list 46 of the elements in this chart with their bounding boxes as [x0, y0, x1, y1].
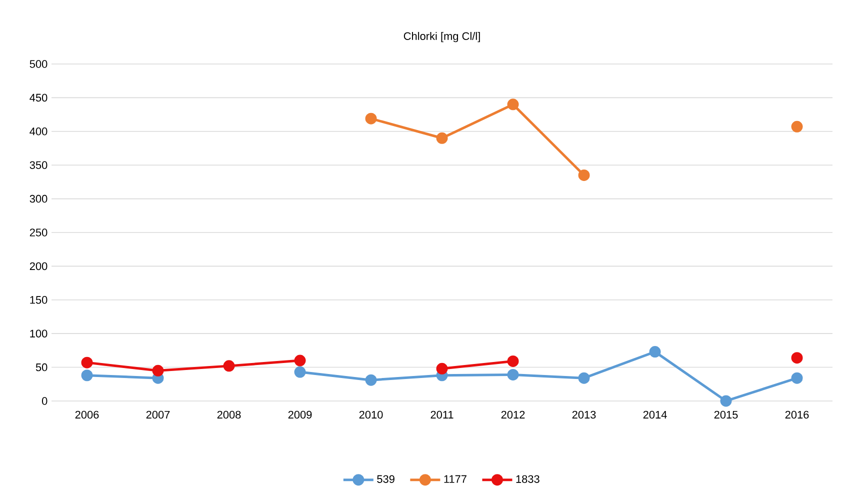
point — [436, 362, 448, 374]
legend-label: 1177 — [444, 475, 466, 483]
y-tick-label: 0 — [42, 397, 48, 405]
point — [365, 112, 377, 124]
point — [223, 360, 235, 372]
y-tick-label: 100 — [30, 330, 48, 338]
point — [507, 98, 519, 110]
y-tick-label: 300 — [30, 194, 48, 203]
point — [365, 374, 377, 386]
x-tick-label: 2008 — [217, 410, 241, 419]
chart-title: Chlorki [mg Cl/l] — [404, 32, 480, 42]
point — [791, 372, 803, 384]
y-tick-label: 400 — [30, 128, 48, 136]
x-tick-label: 2012 — [501, 410, 525, 419]
y-tick-label: 150 — [30, 296, 48, 304]
y-tick-label: 50 — [36, 363, 48, 372]
y-tick-label: 500 — [30, 60, 48, 68]
point — [436, 132, 448, 144]
x-tick-label: 2009 — [288, 410, 312, 419]
point — [791, 120, 803, 132]
legend-label: 1833 — [516, 475, 540, 483]
x-tick-label: 2007 — [146, 410, 170, 419]
point — [720, 395, 732, 407]
x-tick-label: 2015 — [714, 410, 738, 419]
point — [507, 368, 519, 380]
point — [81, 356, 93, 368]
point — [649, 346, 661, 358]
y-tick-label: 200 — [30, 262, 48, 270]
x-tick-label: 2014 — [643, 410, 667, 419]
point — [152, 364, 164, 376]
legend-label: 539 — [377, 475, 394, 483]
x-tick-label: 2011 — [430, 410, 454, 419]
point — [294, 366, 306, 378]
point — [791, 352, 803, 364]
point — [578, 372, 590, 384]
y-tick-label: 450 — [30, 94, 48, 102]
point — [507, 355, 519, 367]
x-tick-label: 2016 — [785, 410, 809, 419]
point — [578, 169, 590, 181]
x-tick-label: 2010 — [359, 410, 383, 419]
y-tick-label: 250 — [30, 228, 48, 236]
point — [294, 354, 306, 366]
x-tick-label: 2006 — [75, 410, 99, 419]
y-tick-label: 350 — [30, 161, 48, 169]
x-tick-label: 2013 — [572, 410, 596, 419]
point — [81, 370, 93, 382]
